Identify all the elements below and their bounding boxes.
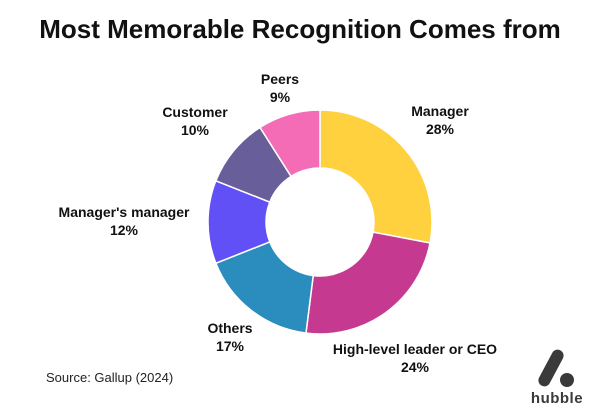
label-customer-name: Customer: [162, 104, 228, 120]
chart-title: Most Memorable Recognition Comes from: [39, 14, 561, 44]
label-manager-value: 28%: [425, 121, 455, 137]
label-peers: Peers 9%: [240, 70, 320, 106]
label-manager-name: Manager: [411, 103, 469, 119]
slice-peers: [258, 109, 321, 178]
label-others-name: Others: [207, 320, 253, 336]
label-manager: Manager 28%: [400, 102, 480, 138]
label-customer-value: 10%: [180, 122, 210, 138]
label-others: Others 17%: [190, 319, 270, 355]
slice-high-level-leader-or-ceo: [305, 231, 431, 335]
label-high-level-leader-value: 24%: [400, 359, 430, 375]
label-managers-manager-name: Manager's manager: [58, 204, 190, 220]
label-high-level-leader-name: High-level leader or CEO: [332, 341, 498, 357]
brand-logo: hubble: [527, 346, 587, 412]
label-customer: Customer 10%: [155, 103, 235, 139]
hubble-logo-icon: [538, 349, 574, 387]
label-managers-manager-value: 12%: [109, 222, 139, 238]
label-others-value: 17%: [215, 338, 245, 354]
label-high-level-leader: High-level leader or CEO 24%: [315, 340, 515, 376]
label-peers-name: Peers: [260, 71, 300, 87]
label-peers-value: 9%: [269, 89, 291, 105]
slice-manager: [319, 109, 433, 244]
label-managers-manager: Manager's manager 12%: [44, 203, 204, 239]
brand-name: hubble: [530, 390, 584, 407]
source-note: Source: Gallup (2024): [46, 370, 174, 385]
